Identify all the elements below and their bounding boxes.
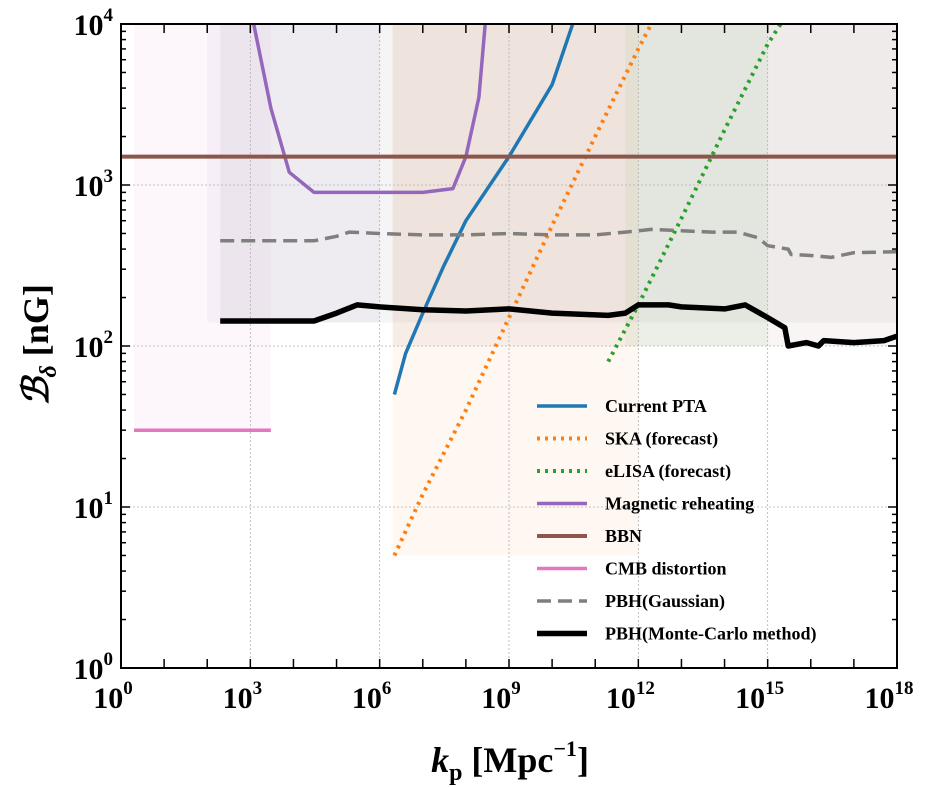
- x-tick-exponent: 6: [382, 678, 392, 699]
- x-tick-label: 100: [93, 678, 133, 715]
- y-axis-unit: [nG]: [16, 284, 56, 356]
- x-tick-label: 1018: [865, 678, 914, 715]
- legend-label: Current PTA: [605, 396, 707, 416]
- x-tick-exponent: 9: [511, 678, 521, 699]
- shaded-region-2: [207, 24, 380, 323]
- shaded-region-1: [220, 24, 898, 323]
- y-tick-base: 10: [74, 170, 104, 203]
- x-tick-base: 10: [606, 682, 636, 715]
- y-tick-exponent: 0: [104, 649, 114, 670]
- axis-ticks: [120, 23, 898, 669]
- y-tick-label: 103: [74, 166, 114, 203]
- legend: Current PTA SKA (forecast) eLISA (forecast…: [537, 396, 816, 645]
- y-axis-subscript: δ: [36, 365, 62, 377]
- x-tick-labels: 100 103 106 109 1012 1015 1018: [93, 678, 913, 715]
- legend-item-cmb-distortion: CMB distortion: [537, 559, 727, 579]
- x-tick-label: 1015: [735, 678, 784, 715]
- legend-label: SKA (forecast): [605, 429, 718, 450]
- x-axis-unit: [Mpc: [471, 740, 553, 780]
- x-tick-exponent: 15: [765, 678, 784, 699]
- legend-item-elisa-forecast: eLISA (forecast): [537, 461, 731, 482]
- x-tick-exponent: 0: [123, 678, 133, 699]
- x-axis-unit-close: ]: [577, 740, 589, 780]
- shaded-region-0: [133, 24, 271, 431]
- legend-label: PBH(Gaussian): [605, 591, 725, 612]
- series-pbh-monte-carlo-method: [220, 302, 898, 349]
- x-tick-base: 10: [481, 682, 511, 715]
- legend-item-pbh-monte-carlo-method: PBH(Monte-Carlo method): [537, 624, 816, 645]
- legend-label: Magnetic reheating: [605, 494, 754, 514]
- y-tick-base: 10: [74, 653, 104, 686]
- legend-label: BBN: [605, 526, 642, 546]
- x-tick-base: 10: [93, 682, 123, 715]
- y-tick-label: 104: [74, 5, 114, 42]
- y-tick-label: 102: [74, 327, 114, 364]
- x-tick-base: 10: [735, 682, 765, 715]
- x-tick-base: 10: [223, 682, 253, 715]
- x-tick-label: 106: [352, 678, 392, 715]
- series-ska-forecast: [392, 23, 654, 557]
- x-axis-label: kp [Mpc−1]: [431, 736, 589, 786]
- y-tick-exponent: 4: [104, 5, 114, 26]
- x-tick-label: 103: [223, 678, 262, 715]
- legend-label: CMB distortion: [605, 559, 727, 579]
- y-tick-exponent: 1: [104, 488, 114, 509]
- y-axis-symbol: ℬ: [16, 374, 56, 406]
- y-axis-label: ℬδ [nG]: [16, 284, 62, 406]
- x-axis-unit-exponent: −1: [553, 736, 577, 761]
- x-axis-symbol: k: [431, 740, 449, 780]
- series-current-pta: [392, 23, 575, 395]
- x-tick-exponent: 3: [253, 678, 262, 699]
- legend-item-current-pta: Current PTA: [537, 396, 707, 416]
- legend-item-pbh-gaussian: PBH(Gaussian): [537, 591, 725, 612]
- shaded-region-4: [392, 24, 639, 556]
- x-tick-label: 1012: [606, 678, 655, 715]
- x-axis-subscript: p: [449, 760, 462, 786]
- x-tick-base: 10: [865, 682, 895, 715]
- y-tick-exponent: 3: [104, 166, 114, 187]
- y-tick-base: 10: [74, 331, 104, 364]
- series-elisa-forecast: [606, 22, 783, 363]
- legend-label: eLISA (forecast): [605, 461, 731, 482]
- x-tick-label: 109: [481, 678, 521, 715]
- legend-label: PBH(Monte-Carlo method): [605, 624, 816, 645]
- legend-item-magnetic-reheating: Magnetic reheating: [537, 494, 754, 514]
- series-lines: [121, 22, 898, 557]
- series-magnetic-reheating: [251, 23, 487, 195]
- y-tick-base: 10: [74, 9, 104, 42]
- legend-item-ska-forecast: SKA (forecast): [537, 429, 718, 450]
- y-tick-base: 10: [74, 492, 104, 525]
- shaded-region-3: [392, 24, 897, 346]
- x-tick-exponent: 12: [636, 678, 655, 699]
- series-pbh-gaussian: [220, 227, 898, 260]
- y-tick-label: 100: [74, 649, 114, 686]
- shaded-regions: [133, 24, 898, 556]
- legend-item-bbn: BBN: [537, 526, 642, 546]
- y-tick-exponent: 2: [104, 327, 114, 348]
- y-tick-label: 101: [74, 488, 114, 525]
- x-tick-exponent: 18: [895, 678, 914, 699]
- x-tick-base: 10: [352, 682, 382, 715]
